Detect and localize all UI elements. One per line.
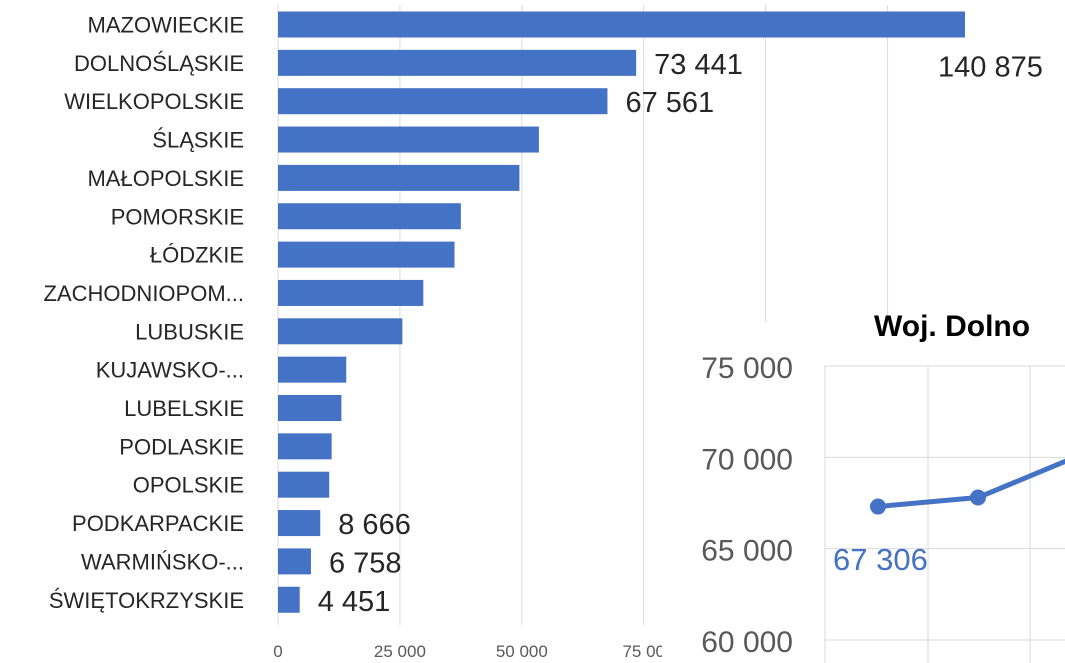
bar [278, 548, 311, 575]
bar-data-label: 140 875 [938, 52, 1043, 84]
bar-category-label: ŚWIĘTOKRZYSKIE [49, 588, 244, 613]
bar [278, 88, 608, 115]
bar-category-label: ŚLĄSKIE [152, 128, 244, 153]
bar [278, 586, 300, 613]
bar-data-label: 8 666 [338, 509, 411, 541]
bar [278, 203, 461, 230]
line-y-tick-label: 75 000 [701, 352, 793, 385]
line-chart-marker [970, 489, 986, 506]
bar-data-label: 73 441 [654, 49, 743, 81]
bar-data-label: 6 758 [329, 547, 402, 579]
bar [278, 126, 539, 153]
bar [278, 356, 347, 383]
bar [278, 318, 403, 345]
bar-category-label: WIELKOPOLSKIE [64, 89, 244, 114]
bar-x-tick-label: 75 00 [622, 642, 665, 661]
bar-chart-bars [278, 11, 965, 613]
bar-category-label: KUJAWSKO-... [96, 358, 244, 383]
bar [278, 279, 424, 306]
bar-data-label: 67 561 [625, 87, 714, 119]
line-chart-title: Woj. Dolno [874, 310, 1030, 343]
bar-category-label: MAŁOPOLSKIE [87, 166, 244, 191]
bar-category-label: MAZOWIECKIE [88, 13, 244, 38]
bar-chart: MAZOWIECKIE DOLNOŚLĄSKIE WIELKOPOLSKIE ŚLĄS… [44, 5, 1043, 661]
bar-category-label: PODLASKIE [119, 434, 244, 459]
bar-chart-x-tick-labels: 0 25 000 50 000 75 00 [273, 642, 665, 661]
bar-x-tick-label: 25 000 [374, 642, 426, 661]
bar [278, 395, 342, 421]
bar-x-tick-label: 50 000 [496, 642, 548, 661]
line-data-label: 67 306 [833, 542, 928, 577]
bar [278, 433, 332, 460]
line-chart-y-tick-labels: 60 000 65 000 70 000 75 000 [701, 352, 793, 659]
bar-category-label: LUBELSKIE [124, 396, 244, 421]
bar-category-label: OPOLSKIE [133, 473, 244, 498]
line-chart-gridlines [824, 365, 1065, 663]
bar [278, 471, 330, 498]
line-chart-background [662, 322, 1065, 663]
line-y-tick-label: 65 000 [701, 535, 793, 568]
bar-category-label: ZACHODNIOPOM... [44, 281, 244, 306]
bar [278, 164, 520, 191]
line-y-tick-label: 70 000 [701, 443, 793, 476]
bar [278, 510, 321, 537]
bar [278, 49, 637, 76]
line-y-tick-label: 60 000 [701, 626, 793, 659]
bar-category-label: PODKARPACKIE [72, 511, 244, 536]
bar-chart-data-labels: 140 875 73 441 67 561 8 666 6 758 4 451 [318, 49, 1043, 618]
bar-category-label: DOLNOŚLĄSKIE [74, 51, 244, 76]
bar-category-label: LUBUSKIE [135, 319, 244, 344]
bar-chart-category-labels: MAZOWIECKIE DOLNOŚLĄSKIE WIELKOPOLSKIE ŚLĄS… [44, 13, 244, 613]
line-chart-data-labels: 67 306 [833, 542, 928, 577]
line-chart-marker [870, 498, 886, 515]
bar-category-label: WARMIŃSKO-... [81, 549, 244, 574]
bar-x-tick-label: 0 [273, 642, 282, 661]
bar-data-label: 4 451 [318, 586, 391, 618]
line-chart: Woj. Dolno 60 000 65 000 70 000 75 000 67 3… [662, 310, 1065, 663]
line-chart-markers [870, 489, 986, 515]
bar [278, 11, 965, 38]
bar-category-label: POMORSKIE [111, 204, 244, 229]
bar [278, 241, 455, 268]
bar-category-label: ŁÓDZKIE [150, 243, 244, 268]
